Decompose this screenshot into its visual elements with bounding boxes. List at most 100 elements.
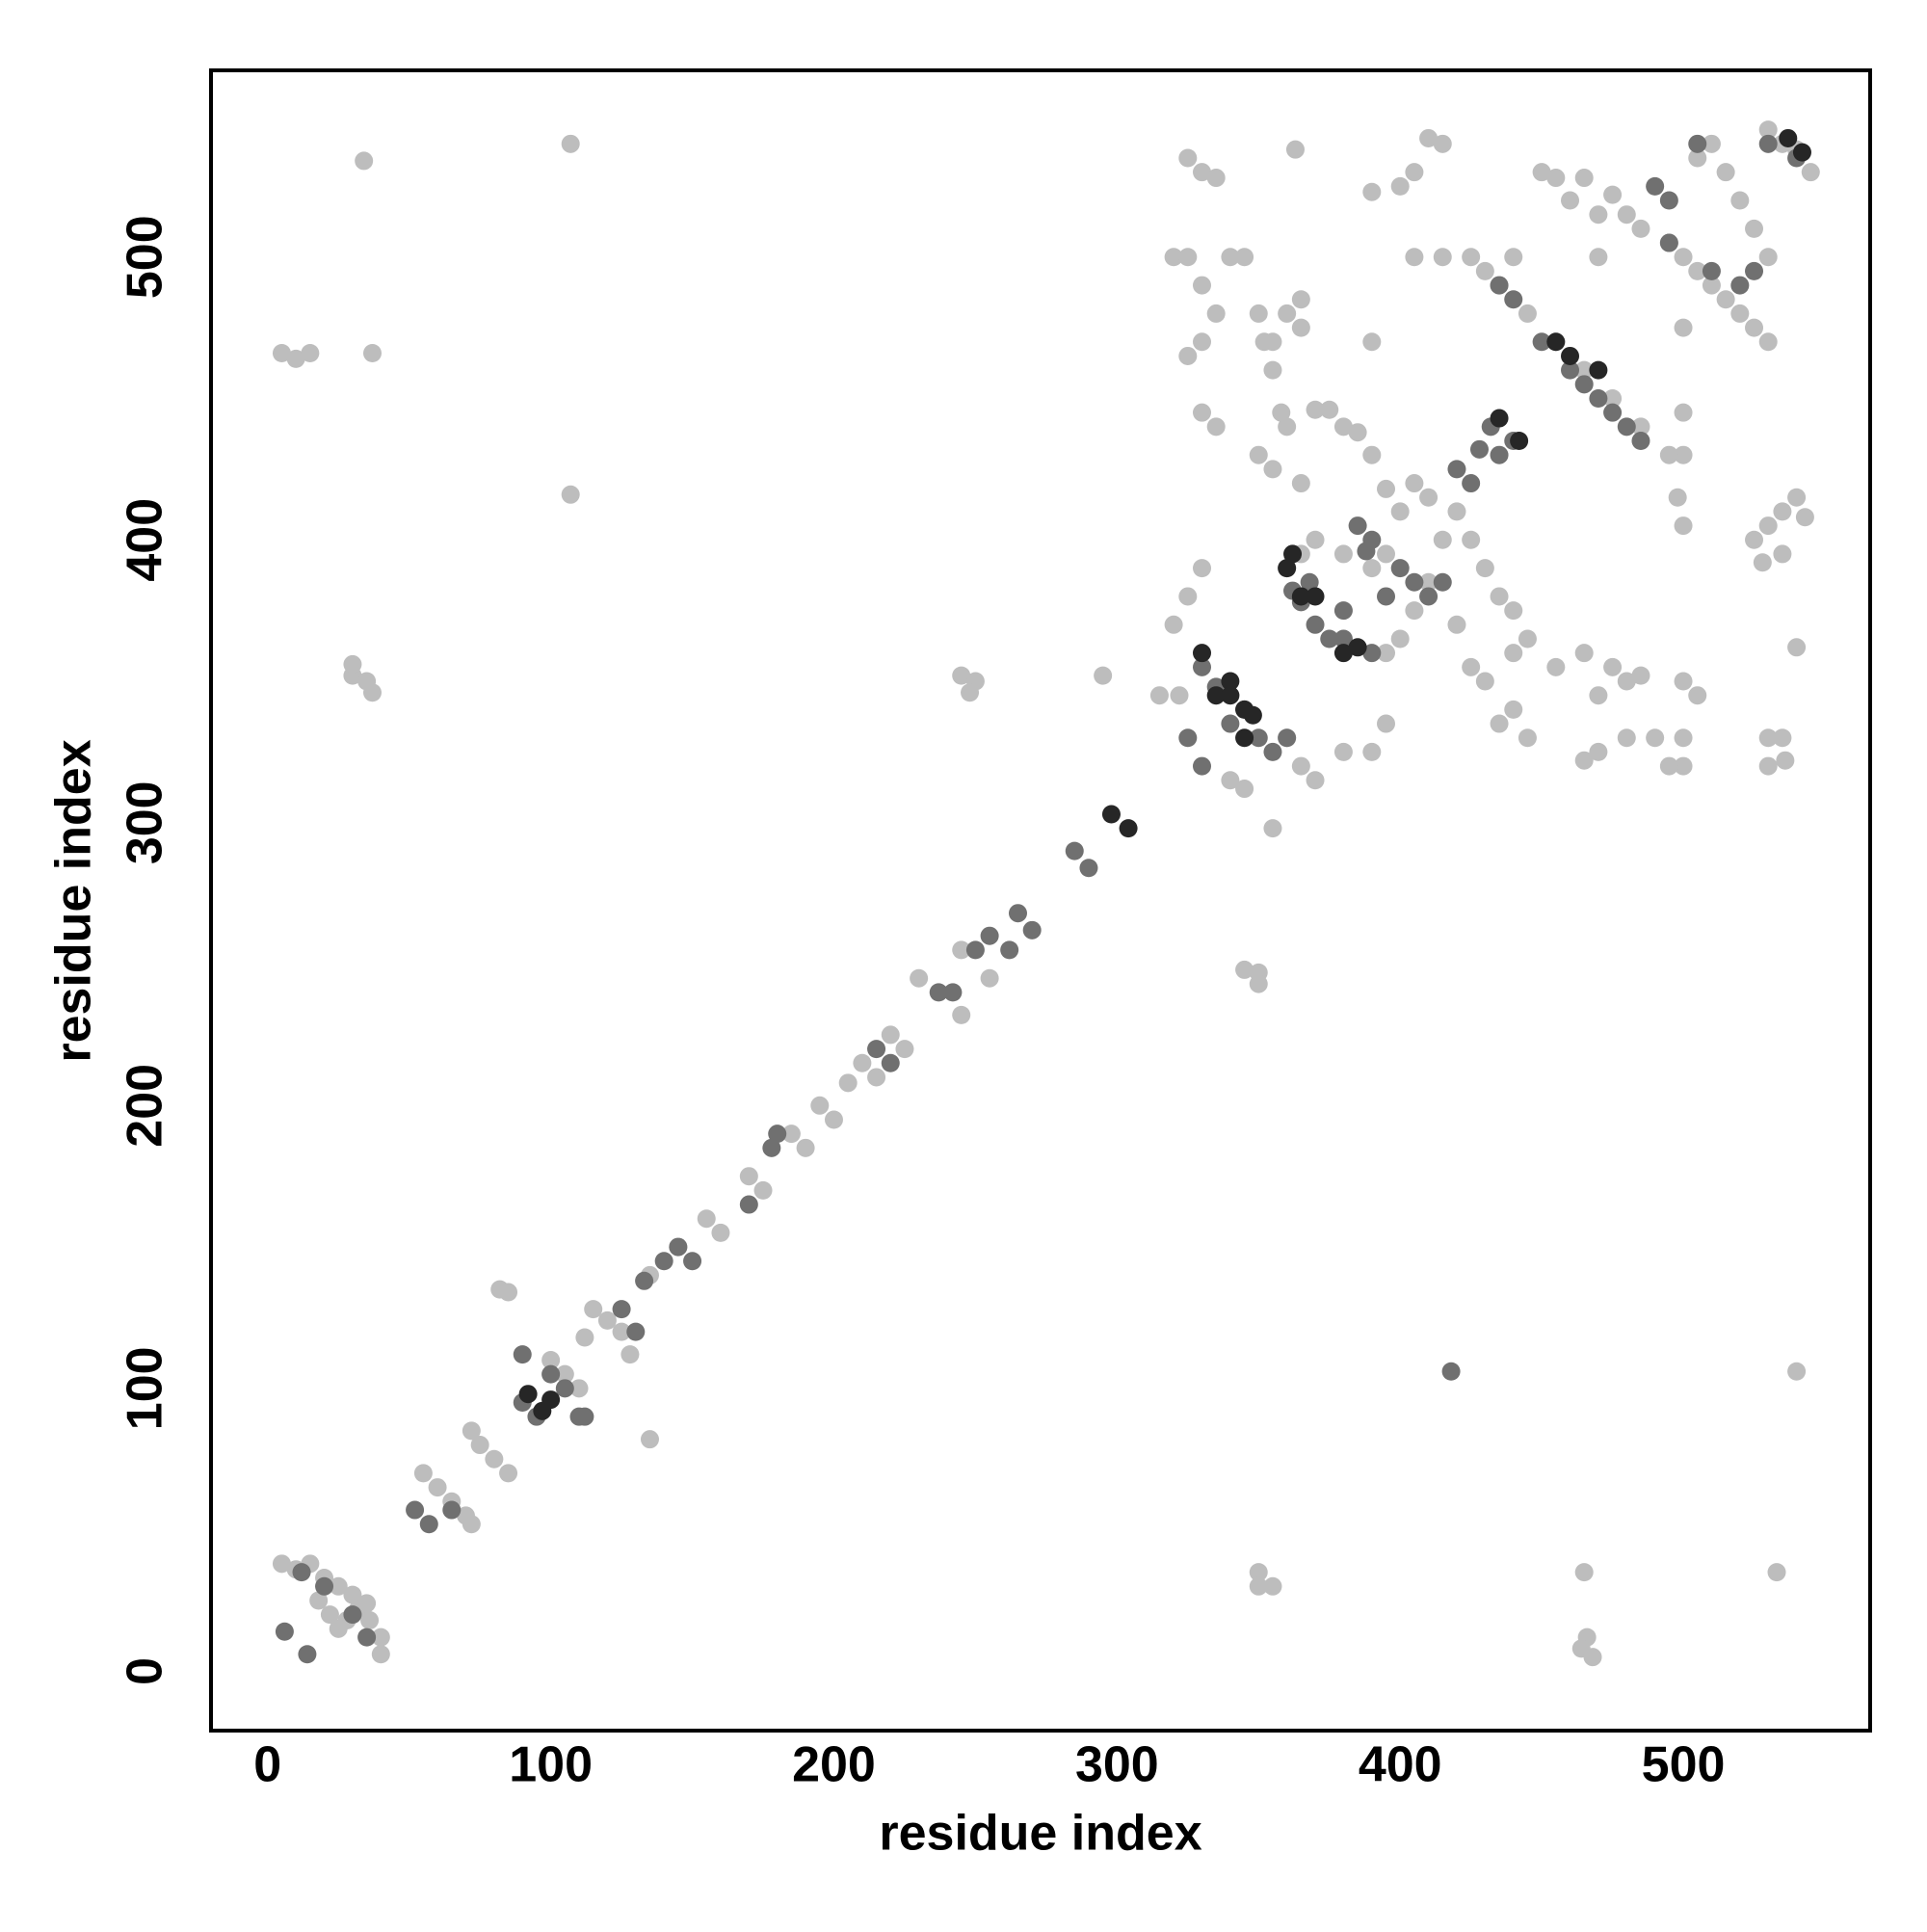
- point: [1333, 629, 1353, 648]
- point: [1306, 615, 1325, 634]
- point: [462, 1515, 481, 1534]
- point: [1674, 318, 1693, 337]
- point: [1589, 248, 1608, 267]
- point: [1249, 1563, 1268, 1582]
- point: [1441, 1362, 1461, 1381]
- point: [1206, 304, 1226, 323]
- point: [1574, 751, 1594, 770]
- point: [1574, 169, 1594, 188]
- point: [1419, 488, 1439, 507]
- point: [1333, 544, 1353, 564]
- point: [753, 1180, 773, 1200]
- point: [1758, 248, 1778, 267]
- point: [781, 1125, 801, 1144]
- point: [1206, 686, 1226, 705]
- point: [1094, 666, 1113, 685]
- point: [881, 1025, 900, 1045]
- point: [965, 940, 985, 960]
- point: [1603, 185, 1623, 204]
- point: [1192, 657, 1211, 676]
- point: [1362, 530, 1382, 549]
- point: [1101, 805, 1121, 824]
- point: [1475, 672, 1494, 691]
- x-tick-label: 500: [1642, 1737, 1726, 1793]
- point: [1504, 290, 1523, 309]
- point: [513, 1345, 532, 1364]
- point: [1249, 445, 1268, 464]
- point: [1164, 615, 1183, 634]
- point: [1574, 375, 1594, 394]
- point: [1589, 742, 1608, 761]
- point: [597, 1310, 617, 1330]
- point: [1510, 432, 1529, 451]
- point: [1758, 728, 1778, 748]
- point: [1278, 304, 1297, 323]
- point: [286, 349, 305, 368]
- point: [329, 1619, 348, 1638]
- point: [1631, 666, 1650, 685]
- point: [1390, 176, 1410, 196]
- point: [343, 654, 362, 674]
- point: [1730, 276, 1750, 295]
- point: [1178, 346, 1198, 365]
- point: [1688, 134, 1707, 153]
- point: [697, 1209, 716, 1229]
- point: [620, 1345, 640, 1364]
- point: [1745, 219, 1764, 238]
- point: [1462, 530, 1481, 549]
- point: [1362, 644, 1382, 663]
- point: [1504, 248, 1523, 267]
- point: [1787, 638, 1807, 657]
- point: [1263, 819, 1282, 838]
- point: [1192, 559, 1211, 578]
- point: [1235, 248, 1254, 267]
- point: [1178, 248, 1198, 267]
- point: [1674, 756, 1693, 776]
- point: [1646, 728, 1665, 748]
- point: [1730, 191, 1750, 210]
- point: [371, 1645, 390, 1664]
- point: [1475, 261, 1494, 280]
- point: [952, 1005, 971, 1024]
- point: [1589, 388, 1608, 408]
- point: [1758, 756, 1778, 776]
- point: [1306, 771, 1325, 790]
- point: [1390, 502, 1410, 521]
- point: [1291, 756, 1310, 776]
- point: [1631, 219, 1650, 238]
- point: [1377, 544, 1396, 564]
- point: [1433, 572, 1452, 592]
- point: [1377, 587, 1396, 606]
- point: [1390, 559, 1410, 578]
- point: [1532, 163, 1551, 182]
- point: [1773, 728, 1792, 748]
- point: [1561, 360, 1580, 380]
- point: [1546, 169, 1566, 188]
- x-tick-label: 400: [1359, 1737, 1442, 1793]
- point: [1795, 508, 1814, 527]
- point: [612, 1322, 631, 1341]
- point: [555, 1379, 574, 1398]
- point: [413, 1464, 433, 1483]
- point: [1462, 657, 1481, 676]
- point: [1767, 1563, 1786, 1582]
- point: [555, 1364, 574, 1384]
- point: [1745, 318, 1764, 337]
- point: [1022, 920, 1042, 940]
- point: [1333, 644, 1353, 663]
- point: [635, 1271, 654, 1290]
- point: [1589, 205, 1608, 225]
- point: [1674, 672, 1693, 691]
- x-tick-label: 300: [1075, 1737, 1159, 1793]
- point: [1405, 601, 1424, 621]
- x-tick-label: 200: [792, 1737, 876, 1793]
- point: [1178, 148, 1198, 168]
- point: [1490, 587, 1509, 606]
- point: [499, 1283, 518, 1302]
- point: [1249, 728, 1268, 748]
- point: [1192, 756, 1211, 776]
- point: [1263, 742, 1282, 761]
- point: [1291, 290, 1310, 309]
- point: [1753, 553, 1772, 572]
- point: [1192, 332, 1211, 352]
